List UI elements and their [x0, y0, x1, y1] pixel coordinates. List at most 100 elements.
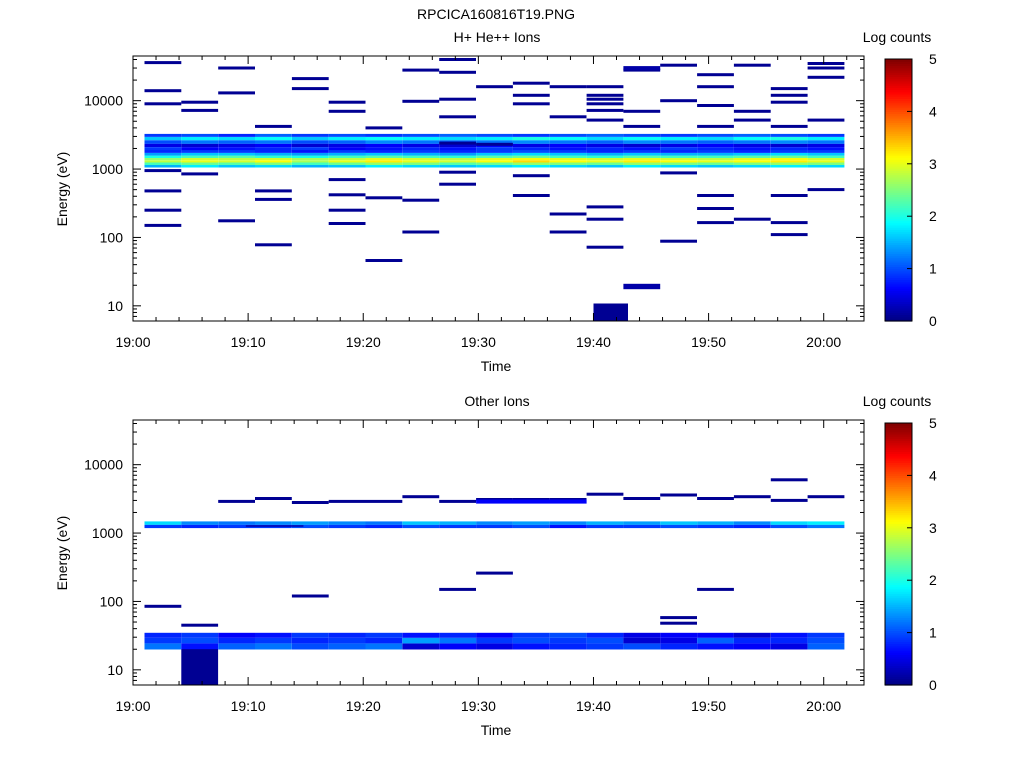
- heatmap-sparse-cell: [439, 499, 476, 503]
- heatmap-sparse-cell: [328, 109, 366, 113]
- heatmap-band-cell: [328, 637, 366, 644]
- heatmap-band-cell: [549, 632, 587, 638]
- colorbar-swatch: [885, 427, 912, 431]
- heatmap-band-cell: [623, 521, 661, 525]
- colorbar: 0 1 2 3 4 5: [884, 51, 937, 329]
- colorbar-swatch: [885, 593, 912, 597]
- colorbar-swatch: [885, 521, 912, 525]
- colorbar-swatch: [885, 423, 912, 426]
- heatmap-sparse-cell: [476, 142, 513, 146]
- colorbar-swatch: [885, 152, 912, 156]
- colorbar-swatch: [885, 440, 912, 444]
- heatmap-band-cell: [697, 164, 734, 168]
- heatmap-band-cell: [623, 155, 661, 158]
- colorbar-swatch: [885, 150, 912, 154]
- heatmap-sparse-cell: [697, 85, 734, 89]
- colorbar-swatch: [885, 316, 912, 320]
- heatmap-sparse-cell: [255, 243, 292, 247]
- heatmap-band-cell: [328, 143, 366, 147]
- colorbar-swatch: [885, 244, 912, 248]
- heatmap-sparse-cell: [770, 87, 808, 91]
- heatmap-band-cell: [402, 524, 440, 529]
- heatmap-sparse-cell: [733, 109, 771, 113]
- heatmap-band-cell: [512, 643, 550, 650]
- colorbar-swatch: [885, 96, 912, 99]
- heatmap-band-cell: [291, 637, 329, 644]
- colorbar-swatch: [885, 641, 912, 645]
- heatmap-band-cell: [697, 133, 734, 137]
- colorbar-swatch: [885, 495, 912, 498]
- heatmap-band-cell: [291, 140, 329, 144]
- heatmap-band-cell: [365, 524, 403, 529]
- heatmap-band-cell: [328, 152, 366, 156]
- heatmap-band-cell: [807, 155, 845, 158]
- heatmap-band-cell: [512, 143, 550, 147]
- heatmap-band-cell: [181, 160, 219, 163]
- colorbar-swatch: [885, 460, 912, 463]
- colorbar-swatch: [885, 76, 912, 80]
- heatmap-sparse-cell: [144, 61, 182, 65]
- heatmap-sparse-cell: [181, 623, 219, 627]
- heatmap-sparse-cell: [697, 124, 734, 128]
- colorbar-swatch: [885, 209, 912, 213]
- colorbar-swatch: [885, 314, 912, 318]
- colorbar-swatch: [885, 464, 912, 468]
- colorbar-swatch: [885, 547, 912, 551]
- heatmap-band-cell: [770, 133, 808, 137]
- heatmap-sparse-cell: [439, 587, 476, 591]
- colorbar-swatch: [885, 104, 912, 108]
- heatmap-cells: [144, 478, 845, 685]
- heatmap-band-cell: [181, 637, 219, 644]
- colorbar-swatch: [885, 462, 912, 466]
- y-tick-label: 10000: [84, 457, 123, 473]
- heatmap-band-cell: [770, 632, 808, 638]
- colorbar-swatch: [885, 255, 912, 259]
- heatmap-band-cell: [144, 524, 182, 529]
- colorbar-swatch: [885, 636, 912, 640]
- colorbar-tick-label: 5: [929, 415, 937, 431]
- colorbar-label: Log counts: [863, 29, 932, 45]
- colorbar-swatch: [885, 157, 912, 161]
- heatmap-band-cell: [733, 143, 771, 147]
- colorbar-swatch: [885, 262, 912, 265]
- heatmap-band-cell: [660, 164, 697, 168]
- colorbar-swatch: [885, 133, 912, 137]
- heatmap-band-cell: [512, 164, 550, 168]
- colorbar-swatch: [885, 59, 912, 62]
- heatmap-sparse-cell: [733, 217, 771, 221]
- colorbar-swatch: [885, 257, 912, 261]
- colorbar-swatch: [885, 87, 912, 91]
- colorbar-swatch: [885, 564, 912, 568]
- heatmap-band-cell: [660, 133, 697, 137]
- heatmap-band-cell: [439, 162, 476, 165]
- colorbar-tick-label: 4: [929, 467, 937, 483]
- colorbar-swatch: [885, 610, 912, 614]
- heatmap-band-cell: [660, 143, 697, 147]
- heatmap-band-cell: [623, 152, 661, 156]
- colorbar-swatch: [885, 310, 912, 313]
- heatmap-band-cell: [476, 164, 513, 168]
- heatmap-band-cell: [365, 164, 403, 168]
- heatmap-band-cell: [549, 147, 587, 151]
- heatmap-band-cell: [476, 150, 513, 153]
- colorbar-swatch: [885, 165, 912, 169]
- colorbar-swatch: [885, 148, 912, 152]
- heatmap-band-cell: [807, 137, 845, 141]
- heatmap-band-cell: [512, 155, 550, 158]
- heatmap-band-cell: [660, 140, 697, 144]
- heatmap-sparse-cell: [439, 115, 476, 119]
- heatmap-band-cell: [549, 137, 587, 141]
- heatmap-band-cell: [218, 147, 255, 151]
- heatmap-band-cell: [218, 643, 255, 650]
- heatmap-band-cell: [255, 521, 292, 525]
- heatmap-band-cell: [586, 137, 624, 141]
- heatmap-band-cell: [328, 158, 366, 161]
- colorbar-swatch: [885, 286, 912, 289]
- colorbar-swatch: [885, 220, 912, 224]
- colorbar-swatch: [885, 303, 912, 307]
- x-tick-label: 19:20: [346, 698, 381, 714]
- colorbar-swatch: [885, 168, 912, 171]
- heatmap-band-cell: [512, 162, 550, 165]
- colorbar-swatch: [885, 619, 912, 623]
- colorbar-swatch: [885, 89, 912, 93]
